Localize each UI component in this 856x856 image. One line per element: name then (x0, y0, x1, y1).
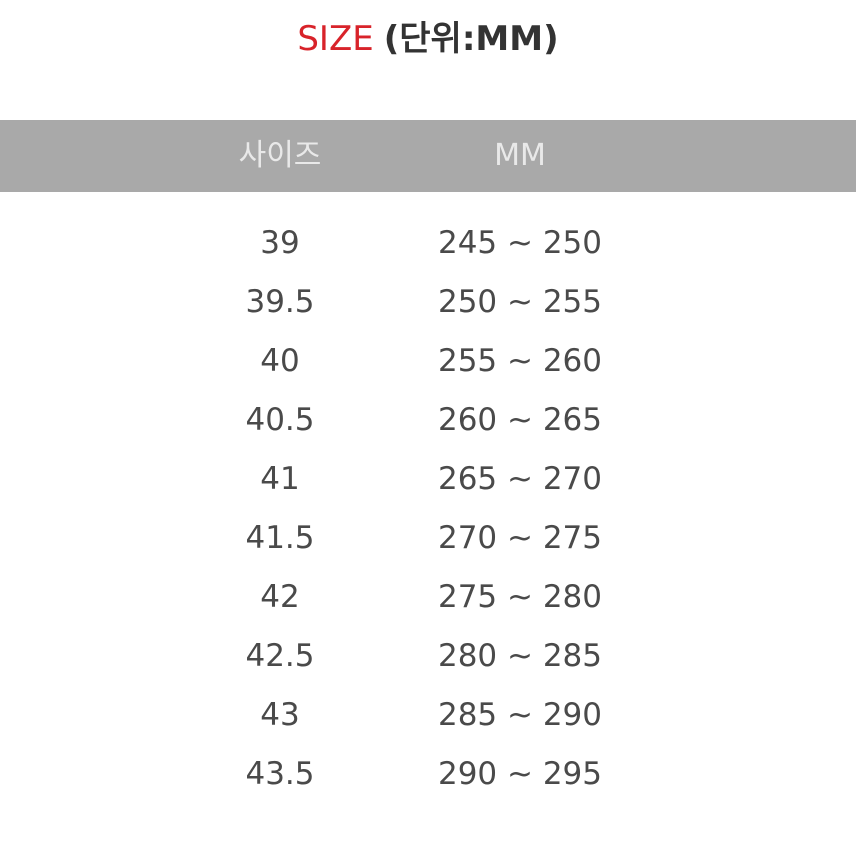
mm-cell: 280 ~ 285 (437, 638, 603, 674)
mm-cell: 245 ~ 250 (437, 225, 603, 261)
table-row: 42.5 280 ~ 285 (0, 627, 856, 686)
mm-cell: 250 ~ 255 (437, 284, 603, 320)
size-cell: 39 (260, 225, 300, 261)
page-title: SIZE (단위:MM) (0, 14, 856, 64)
mm-cell: 285 ~ 290 (437, 697, 603, 733)
table-row: 40 255 ~ 260 (0, 332, 856, 391)
table-row: 42 275 ~ 280 (0, 568, 856, 627)
mm-cell: 270 ~ 275 (437, 520, 603, 556)
header-mm: MM (494, 138, 546, 173)
table-row: 39.5 250 ~ 255 (0, 273, 856, 332)
mm-cell: 260 ~ 265 (437, 402, 603, 438)
size-cell: 39.5 (245, 284, 315, 320)
header-size: 사이즈 (238, 138, 322, 173)
table-row: 40.5 260 ~ 265 (0, 391, 856, 450)
table-row: 43 285 ~ 290 (0, 686, 856, 745)
size-cell: 41 (260, 461, 300, 497)
size-cell: 42.5 (245, 638, 315, 674)
table-row: 41 265 ~ 270 (0, 450, 856, 509)
size-cell: 42 (260, 579, 300, 615)
table-row: 39 245 ~ 250 (0, 214, 856, 273)
size-cell: 43 (260, 697, 300, 733)
table-header: 사이즈 MM (0, 120, 856, 192)
mm-cell: 290 ~ 295 (437, 756, 603, 792)
size-cell: 43.5 (245, 756, 315, 792)
title-unit: (단위:MM) (383, 19, 559, 59)
mm-cell: 275 ~ 280 (437, 579, 603, 615)
size-cell: 40.5 (245, 402, 315, 438)
mm-cell: 255 ~ 260 (437, 343, 603, 379)
title-accent: SIZE (297, 19, 374, 59)
table-row: 43.5 290 ~ 295 (0, 745, 856, 804)
size-cell: 40 (260, 343, 300, 379)
mm-cell: 265 ~ 270 (437, 461, 603, 497)
table-row: 41.5 270 ~ 275 (0, 509, 856, 568)
size-cell: 41.5 (245, 520, 315, 556)
size-table-body: 39 245 ~ 250 39.5 250 ~ 255 40 255 ~ 260… (0, 214, 856, 804)
